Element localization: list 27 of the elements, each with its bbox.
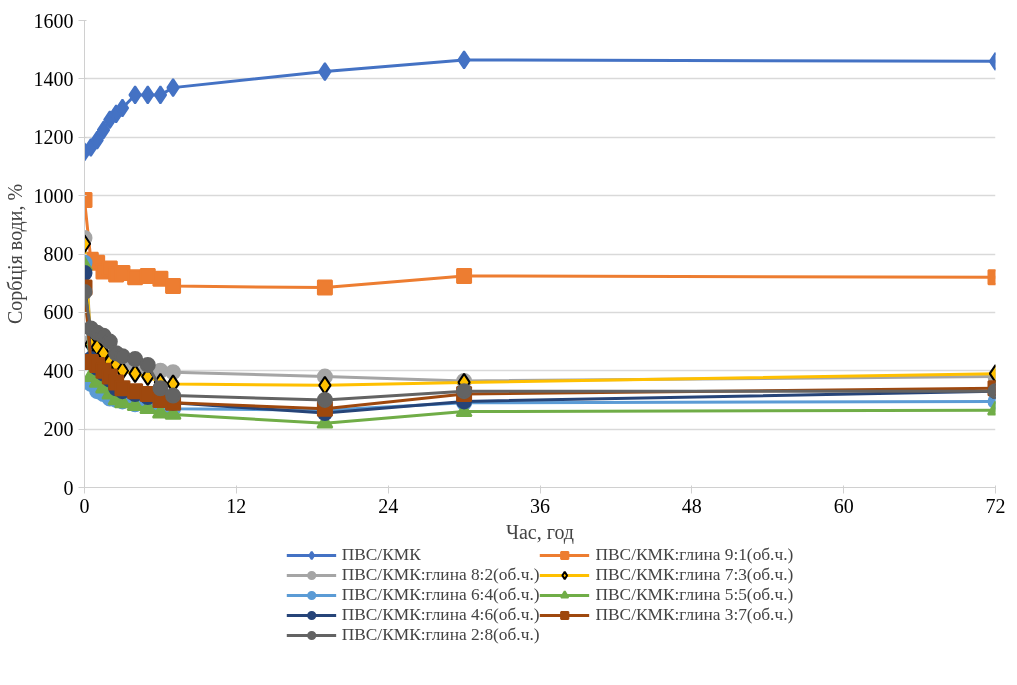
y-tick-label: 800 bbox=[43, 243, 74, 265]
y-tick-label: 1600 bbox=[33, 9, 74, 32]
x-tick-label: 0 bbox=[79, 494, 90, 517]
legend-label: ПВС/КМК:глина 8:2(об.ч.) bbox=[341, 565, 540, 585]
y-tick-label: 1200 bbox=[33, 126, 74, 149]
x-tick-label: 72 bbox=[985, 494, 1006, 517]
y-tick-label: 1000 bbox=[33, 184, 74, 207]
x-axis-title: Час, год bbox=[505, 520, 575, 544]
legend-label: ПВС/КМК:глина 2:8(об.ч.) bbox=[341, 625, 540, 645]
y-tick-label: 1400 bbox=[33, 67, 74, 90]
legend-label: ПВС/КМК:глина 6:4(об.ч.) bbox=[341, 585, 540, 605]
y-tick-label: 200 bbox=[43, 418, 74, 441]
y-tick-label: 400 bbox=[43, 359, 74, 382]
x-tick-label: 48 bbox=[681, 494, 702, 517]
x-tick-label: 36 bbox=[530, 494, 550, 517]
x-tick-label: 24 bbox=[378, 494, 399, 517]
legend-label: ПВС/КМК:глина 3:7(об.ч.) bbox=[595, 605, 794, 625]
x-tick-label: 12 bbox=[226, 494, 247, 517]
legend-label: ПВС/КМК:глина 7:3(об.ч.) bbox=[595, 565, 794, 585]
legend-label: ПВС/КМК:глина 4:6(об.ч.) bbox=[341, 605, 540, 625]
y-tick-label: 0 bbox=[63, 476, 74, 499]
y-tick-label: 600 bbox=[43, 301, 74, 324]
legend-label: ПВС/КМК:глина 5:5(об.ч.) bbox=[595, 585, 794, 605]
x-tick-label: 60 bbox=[833, 494, 854, 517]
y-axis-title: Сорбція води, % bbox=[3, 183, 27, 325]
legend-label: ПВС/КМК:глина 9:1(об.ч.) bbox=[595, 545, 794, 565]
legend-label: ПВС/КМК bbox=[341, 545, 421, 565]
